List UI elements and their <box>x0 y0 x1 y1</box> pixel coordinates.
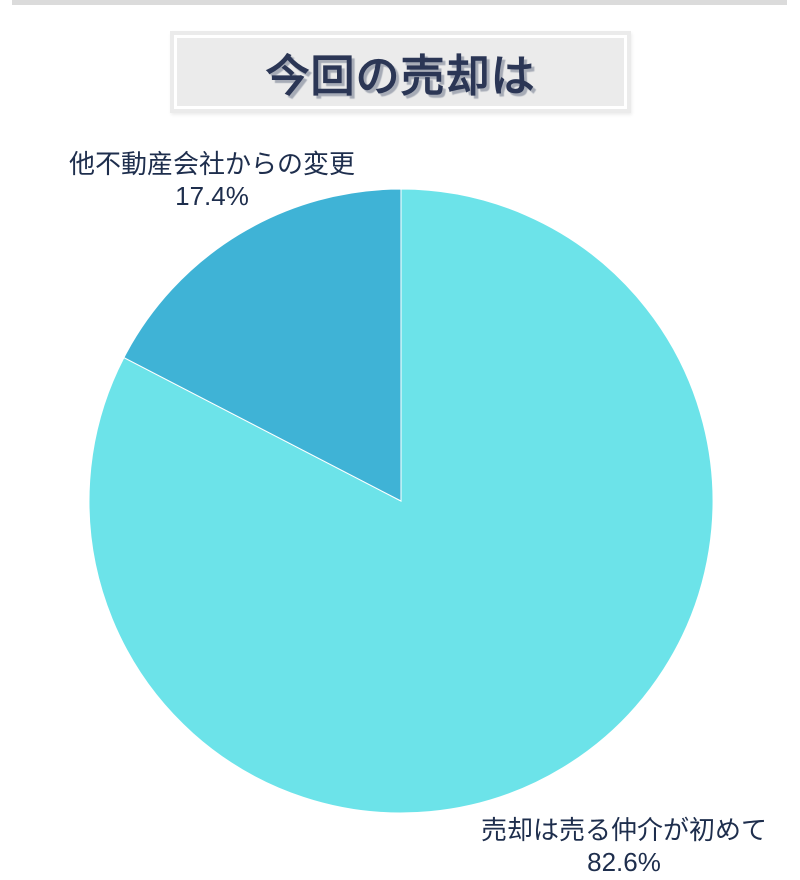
pie-slice-1 <box>123 188 402 502</box>
top-bar <box>12 0 787 5</box>
pie-label-first-time: 売却は売る仲介が初めて 82.6% <box>474 814 774 878</box>
chart-title: 今回の売却は <box>265 52 536 101</box>
pie-label-other-company-text: 他不動産会社からの変更 <box>68 149 355 179</box>
pie-label-other-company: 他不動産会社からの変更 17.4% <box>62 148 362 212</box>
pie-label-other-company-pct: 17.4% <box>175 181 249 211</box>
chart-title-box: 今回の売却は <box>170 31 631 113</box>
pie-label-first-time-pct: 82.6% <box>587 847 661 877</box>
pie-label-first-time-text: 売却は売る仲介が初めて <box>480 815 767 845</box>
